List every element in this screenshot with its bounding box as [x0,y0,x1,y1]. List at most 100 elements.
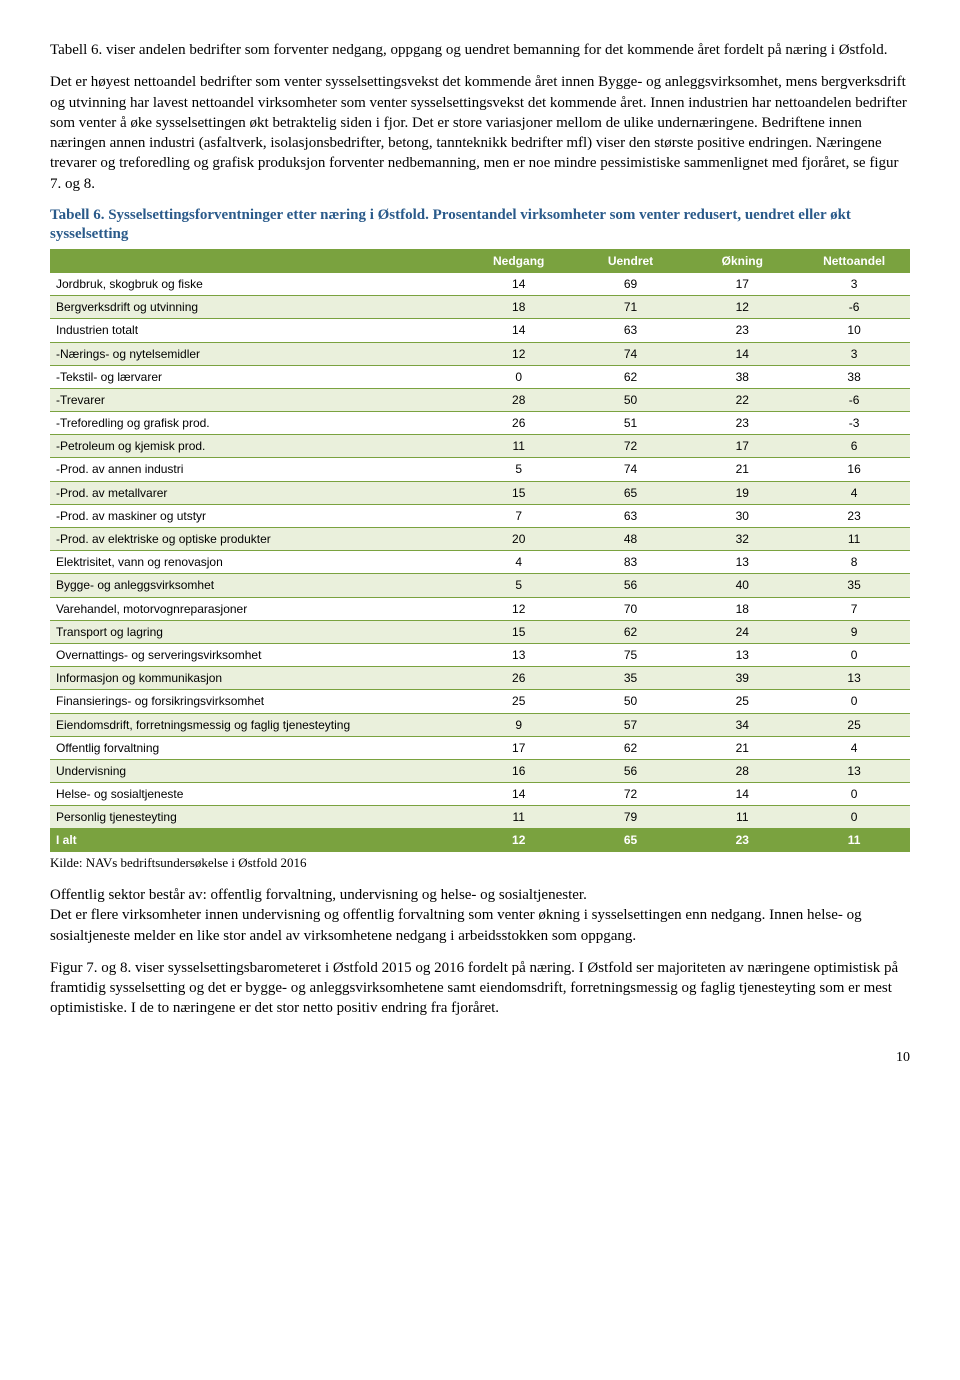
row-value: 8 [798,551,910,574]
row-value: 4 [798,481,910,504]
row-label: Undervisning [50,759,463,782]
row-value: 50 [575,388,687,411]
row-value: 12 [686,296,798,319]
row-value: 25 [798,713,910,736]
row-value: 32 [686,528,798,551]
row-value: 5 [463,574,575,597]
body-paragraph-2: Offentlig sektor består av: offentlig fo… [50,885,910,905]
col-header-okning: Økning [686,249,798,273]
row-value: 63 [575,504,687,527]
row-value: 13 [798,759,910,782]
table-source: Kilde: NAVs bedriftsundersøkelse i Østfo… [50,854,910,872]
row-value: 15 [463,620,575,643]
row-label: -Tekstil- og lærvarer [50,365,463,388]
row-value: 72 [575,783,687,806]
row-label: Elektrisitet, vann og renovasjon [50,551,463,574]
table-row: Informasjon og kommunikasjon26353913 [50,667,910,690]
total-value: 65 [575,829,687,852]
table-row: Undervisning16562813 [50,759,910,782]
table-row: -Prod. av annen industri5742116 [50,458,910,481]
row-value: 83 [575,551,687,574]
employment-expectations-table: Nedgang Uendret Økning Nettoandel Jordbr… [50,249,910,852]
row-value: 11 [463,806,575,829]
row-value: 56 [575,574,687,597]
row-label: Eiendomsdrift, forretningsmessig og fagl… [50,713,463,736]
row-value: 23 [686,412,798,435]
row-value: 26 [463,412,575,435]
row-value: 17 [686,273,798,296]
row-value: 11 [463,435,575,458]
table-row: Eiendomsdrift, forretningsmessig og fagl… [50,713,910,736]
table-row: Offentlig forvaltning1762214 [50,736,910,759]
row-value: 35 [798,574,910,597]
row-value: 10 [798,319,910,342]
row-label: Helse- og sosialtjeneste [50,783,463,806]
row-value: 75 [575,643,687,666]
row-value: 48 [575,528,687,551]
row-value: 40 [686,574,798,597]
table-row: Jordbruk, skogbruk og fiske1469173 [50,273,910,296]
row-value: 11 [686,806,798,829]
total-value: 11 [798,829,910,852]
row-label: Industrien totalt [50,319,463,342]
row-value: 70 [575,597,687,620]
table-row: -Prod. av maskiner og utstyr7633023 [50,504,910,527]
row-value: 74 [575,458,687,481]
row-value: -3 [798,412,910,435]
col-header-label [50,249,463,273]
row-value: 5 [463,458,575,481]
row-value: 26 [463,667,575,690]
body-paragraph-1: Det er høyest nettoandel bedrifter som v… [50,72,910,194]
table-caption: Tabell 6. Sysselsettingsforventninger et… [50,206,910,245]
table-row: -Trevarer285022-6 [50,388,910,411]
row-value: 28 [463,388,575,411]
table-row: Helse- og sosialtjeneste1472140 [50,783,910,806]
row-value: 38 [798,365,910,388]
row-value: 9 [463,713,575,736]
page-number: 10 [50,1049,910,1068]
row-value: 62 [575,365,687,388]
total-label: I alt [50,829,463,852]
row-value: 21 [686,458,798,481]
row-label: -Treforedling og grafisk prod. [50,412,463,435]
row-value: 19 [686,481,798,504]
row-value: 6 [798,435,910,458]
row-label: -Prod. av elektriske og optiske produkte… [50,528,463,551]
row-label: Jordbruk, skogbruk og fiske [50,273,463,296]
row-label: Personlig tjenesteyting [50,806,463,829]
row-label: Offentlig forvaltning [50,736,463,759]
row-value: 56 [575,759,687,782]
intro-paragraph: Tabell 6. viser andelen bedrifter som fo… [50,40,910,60]
row-value: 50 [575,690,687,713]
row-value: 24 [686,620,798,643]
col-header-nedgang: Nedgang [463,249,575,273]
table-row: -Prod. av elektriske og optiske produkte… [50,528,910,551]
row-value: 62 [575,736,687,759]
table-row: Transport og lagring1562249 [50,620,910,643]
row-value: 23 [798,504,910,527]
row-label: Varehandel, motorvognreparasjoner [50,597,463,620]
row-value: 21 [686,736,798,759]
row-value: 13 [463,643,575,666]
row-value: 28 [686,759,798,782]
table-row: -Treforedling og grafisk prod.265123-3 [50,412,910,435]
row-value: 57 [575,713,687,736]
row-value: 25 [686,690,798,713]
row-value: 17 [686,435,798,458]
row-label: -Nærings- og nytelsemidler [50,342,463,365]
table-header-row: Nedgang Uendret Økning Nettoandel [50,249,910,273]
row-value: 13 [686,551,798,574]
row-value: 23 [686,319,798,342]
row-value: 74 [575,342,687,365]
body-paragraph-4: Figur 7. og 8. viser sysselsettingsbarom… [50,958,910,1019]
row-value: 16 [463,759,575,782]
row-value: 0 [798,806,910,829]
table-row: Finansierings- og forsikringsvirksomhet2… [50,690,910,713]
row-value: 12 [463,597,575,620]
row-value: 14 [686,783,798,806]
table-row: Varehandel, motorvognreparasjoner1270187 [50,597,910,620]
row-value: 14 [463,783,575,806]
table-row: -Nærings- og nytelsemidler1274143 [50,342,910,365]
col-header-nettoandel: Nettoandel [798,249,910,273]
row-value: 14 [463,319,575,342]
